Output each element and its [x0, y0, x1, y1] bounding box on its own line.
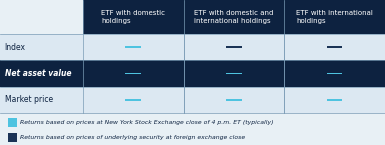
Bar [0, 0, 83, 34]
Text: Index: Index [5, 43, 26, 52]
Text: ETF with international
holdings: ETF with international holdings [296, 10, 373, 24]
Bar [83, 87, 184, 113]
Text: ETF with domestic
holdings: ETF with domestic holdings [101, 10, 165, 24]
Bar [327, 72, 342, 75]
Bar [184, 0, 284, 34]
Text: Market price: Market price [5, 95, 53, 104]
Bar [126, 72, 141, 75]
Text: Returns based on prices of underlying security at foreign exchange close: Returns based on prices of underlying se… [20, 135, 245, 140]
Bar [184, 60, 284, 87]
Bar [226, 72, 242, 75]
Bar [83, 0, 184, 34]
Bar [83, 34, 184, 60]
Bar [126, 99, 141, 101]
Bar [8, 133, 17, 142]
Bar [184, 34, 284, 60]
Bar [0, 87, 83, 113]
Text: Net asset value: Net asset value [5, 69, 71, 78]
Bar [327, 99, 342, 101]
Bar [226, 46, 242, 48]
Bar [8, 118, 17, 127]
Bar [126, 46, 141, 48]
Bar [226, 99, 242, 101]
Bar [327, 46, 342, 48]
Bar [0, 60, 83, 87]
Bar [83, 60, 184, 87]
Bar [0, 34, 83, 60]
Bar [284, 60, 385, 87]
Text: ETF with domestic and
international holdings: ETF with domestic and international hold… [194, 10, 274, 24]
Bar [284, 87, 385, 113]
Text: Returns based on prices at New York Stock Exchange close of 4 p.m. ET (typically: Returns based on prices at New York Stoc… [20, 120, 273, 125]
Bar [184, 87, 284, 113]
Bar [284, 0, 385, 34]
Bar [284, 34, 385, 60]
